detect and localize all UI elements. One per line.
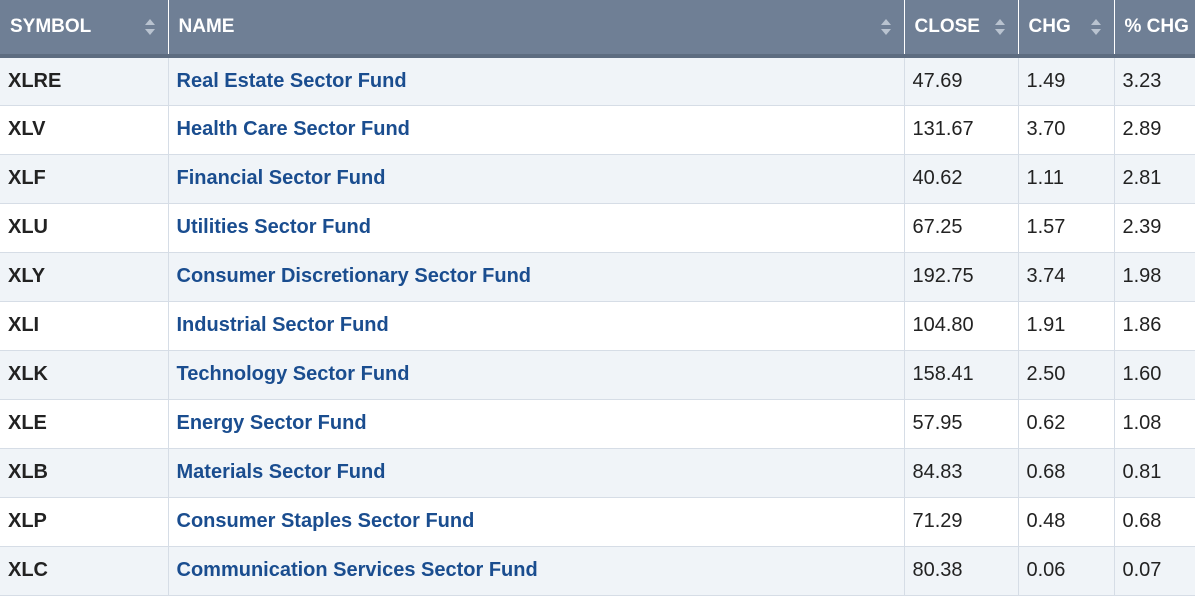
chg-cell: 3.74 bbox=[1018, 252, 1115, 302]
symbol-cell: XLU bbox=[0, 203, 169, 253]
name-column-header[interactable]: NAME bbox=[168, 0, 905, 58]
fund-name-link[interactable]: Energy Sector Fund bbox=[176, 412, 367, 434]
chg-cell: 1.49 bbox=[1018, 56, 1115, 106]
close-column-header[interactable]: CLOSE bbox=[904, 0, 1019, 58]
fund-name-link[interactable]: Health Care Sector Fund bbox=[176, 118, 410, 140]
fund-name-link[interactable]: Industrial Sector Fund bbox=[176, 314, 389, 336]
sort-updown-icon[interactable] bbox=[994, 18, 1006, 36]
symbol-cell: XLB bbox=[0, 448, 169, 498]
symbol-cell: XLY bbox=[0, 252, 169, 302]
table-row: XLV Health Care Sector Fund 131.67 3.70 … bbox=[0, 105, 1195, 155]
pct-chg-cell: 1.60 bbox=[1114, 350, 1195, 400]
close-cell: 104.80 bbox=[904, 301, 1019, 351]
close-cell: 71.29 bbox=[904, 497, 1019, 547]
name-header-label: NAME bbox=[178, 16, 235, 37]
table-row: XLC Communication Services Sector Fund 8… bbox=[0, 546, 1195, 596]
pct-chg-cell: 0.81 bbox=[1114, 448, 1195, 498]
sort-updown-icon[interactable] bbox=[880, 18, 892, 36]
table-row: XLP Consumer Staples Sector Fund 71.29 0… bbox=[0, 497, 1195, 547]
pct-chg-cell: 2.39 bbox=[1114, 203, 1195, 253]
chg-cell: 1.57 bbox=[1018, 203, 1115, 253]
pct-chg-column-header[interactable]: % CHG bbox=[1114, 0, 1195, 58]
chg-cell: 3.70 bbox=[1018, 105, 1115, 155]
chg-cell: 0.68 bbox=[1018, 448, 1115, 498]
table-row: XLE Energy Sector Fund 57.95 0.62 1.08 bbox=[0, 399, 1195, 449]
fund-name-link[interactable]: Consumer Discretionary Sector Fund bbox=[176, 265, 532, 287]
fund-name-link[interactable]: Real Estate Sector Fund bbox=[176, 69, 407, 92]
pct-chg-cell: 2.81 bbox=[1114, 154, 1195, 204]
fund-name-link[interactable]: Materials Sector Fund bbox=[176, 461, 386, 483]
chg-cell: 1.11 bbox=[1018, 154, 1115, 204]
symbol-cell: XLC bbox=[0, 546, 169, 596]
fund-name-link[interactable]: Communication Services Sector Fund bbox=[176, 559, 538, 581]
sort-updown-icon[interactable] bbox=[1090, 18, 1102, 36]
table-row: XLB Materials Sector Fund 84.83 0.68 0.8… bbox=[0, 448, 1195, 498]
table-row: XLK Technology Sector Fund 158.41 2.50 1… bbox=[0, 350, 1195, 400]
table-row: XLF Financial Sector Fund 40.62 1.11 2.8… bbox=[0, 154, 1195, 204]
sort-updown-icon[interactable] bbox=[144, 18, 156, 36]
fund-name-link[interactable]: Consumer Staples Sector Fund bbox=[176, 510, 475, 532]
fund-name-link[interactable]: Technology Sector Fund bbox=[176, 363, 410, 385]
fund-name-link[interactable]: Financial Sector Fund bbox=[176, 167, 386, 189]
chg-header-label: CHG bbox=[1028, 16, 1071, 37]
table-row: XLU Utilities Sector Fund 67.25 1.57 2.3… bbox=[0, 203, 1195, 253]
table-row: XLY Consumer Discretionary Sector Fund 1… bbox=[0, 252, 1195, 302]
pct-chg-cell: 0.07 bbox=[1114, 546, 1195, 596]
symbol-cell: XLRE bbox=[0, 56, 169, 106]
chg-cell: 2.50 bbox=[1018, 350, 1115, 400]
close-cell: 192.75 bbox=[904, 252, 1019, 302]
pct-chg-header-label: % CHG bbox=[1124, 16, 1189, 37]
table-row: XLI Industrial Sector Fund 104.80 1.91 1… bbox=[0, 301, 1195, 351]
pct-chg-cell: 3.23 bbox=[1114, 56, 1195, 106]
symbol-cell: XLF bbox=[0, 154, 169, 204]
symbol-cell: XLK bbox=[0, 350, 169, 400]
symbol-cell: XLI bbox=[0, 301, 169, 351]
symbol-header-label: SYMBOL bbox=[10, 16, 92, 37]
close-cell: 67.25 bbox=[904, 203, 1019, 253]
table-header-row: SYMBOL NAME CLOSE bbox=[0, 0, 1195, 58]
close-cell: 84.83 bbox=[904, 448, 1019, 498]
fund-name-link[interactable]: Utilities Sector Fund bbox=[176, 216, 371, 238]
close-header-label: CLOSE bbox=[914, 16, 980, 37]
close-cell: 47.69 bbox=[904, 56, 1019, 106]
close-cell: 40.62 bbox=[904, 154, 1019, 204]
chg-cell: 0.62 bbox=[1018, 399, 1115, 449]
symbol-cell: XLE bbox=[0, 399, 169, 449]
pct-chg-cell: 1.86 bbox=[1114, 301, 1195, 351]
pct-chg-cell: 2.89 bbox=[1114, 105, 1195, 155]
close-cell: 131.67 bbox=[904, 105, 1019, 155]
close-cell: 57.95 bbox=[904, 399, 1019, 449]
table-row: XLRE Real Estate Sector Fund 47.69 1.49 … bbox=[0, 56, 1195, 106]
symbol-cell: XLP bbox=[0, 497, 169, 547]
symbol-column-header[interactable]: SYMBOL bbox=[0, 0, 169, 58]
chg-cell: 0.06 bbox=[1018, 546, 1115, 596]
chg-cell: 1.91 bbox=[1018, 301, 1115, 351]
chg-column-header[interactable]: CHG bbox=[1018, 0, 1115, 58]
table-body: XLRE Real Estate Sector Fund 47.69 1.49 … bbox=[0, 56, 1195, 596]
pct-chg-cell: 1.98 bbox=[1114, 252, 1195, 302]
pct-chg-cell: 0.68 bbox=[1114, 497, 1195, 547]
chg-cell: 0.48 bbox=[1018, 497, 1115, 547]
symbol-cell: XLV bbox=[0, 105, 169, 155]
close-cell: 158.41 bbox=[904, 350, 1019, 400]
close-cell: 80.38 bbox=[904, 546, 1019, 596]
pct-chg-cell: 1.08 bbox=[1114, 399, 1195, 449]
